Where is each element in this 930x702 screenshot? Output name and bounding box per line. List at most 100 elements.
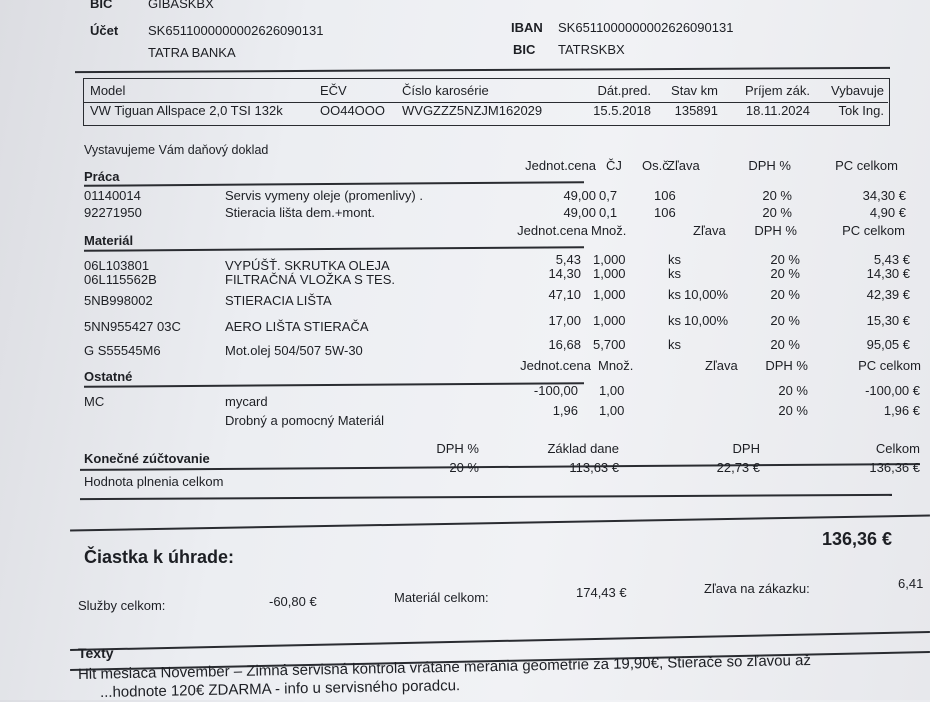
material-row-0-cell-6: 20 % [770,252,800,267]
material-row-4-cell-7: 95,05 € [866,337,910,352]
material-row-1-cell-2: 14,30 [548,266,581,281]
vehicle-value-6: Tok Ing. [838,103,884,118]
ostatne-row-0-cell-1: mycard [225,394,268,409]
divider [70,514,930,532]
praca-row-1-cell-4: 106 [654,205,676,220]
vehicle-table-divider [84,102,888,103]
vehicle-value-3: 15.5.2018 [593,103,651,118]
praca-row-0-cell-0: 01140014 [84,188,141,203]
zuctovanie-value-2: 22,73 € [716,460,760,475]
material-row-4-cell-4: ks [668,337,681,352]
ostatne-header-4: PC celkom [858,358,921,373]
material-row-3-cell-5: 10,00% [684,313,729,328]
vehicle-value-2: WVGZZZ5NZJM162029 [402,103,543,118]
divider [83,382,585,388]
praca-row-0-cell-4: 106 [654,188,676,203]
vehicle-header-1: EČV [320,83,347,98]
bic-label: BIC [90,0,113,11]
material-row-0-cell-2: 5,43 [555,252,581,267]
divider [80,493,892,501]
material-header-0: Jednot.cena [517,223,588,238]
material-row-3-cell-1: AERO LIŠTA STIERAČA [225,319,369,334]
zuctovanie-value-0: 20 % [449,460,479,475]
divider [83,181,585,187]
total-label: Čiastka k úhrade: [84,547,235,567]
bic2-value: TATRSKBX [558,42,625,57]
material-row-2-cell-4: ks [668,287,681,302]
vehicle-header-5: Príjem zák. [744,83,810,98]
praca-header-0: Jednot.cena [525,158,596,173]
sluzby-value: -60,80 € [269,594,317,609]
zuctovanie-header-3: Celkom [875,441,920,456]
ostatne-header-3: DPH % [765,358,808,373]
document-title: Vystavujeme Vám daňový doklad [84,143,269,157]
zuctovanie-header-1: Základ dane [547,441,619,456]
vehicle-header-4: Stav km [671,83,718,98]
ostatne-row-1-cell-5: 1,96 € [883,403,920,418]
praca-row-1-cell-6: 20 % [762,205,792,220]
praca-row-0-cell-1: Servis vymeny oleje (promenlivy) . [225,188,423,203]
material-row-2-cell-5: 10,00% [684,287,729,302]
zuctovanie-header-0: DPH % [436,441,479,456]
material-row-3-cell-2: 17,00 [548,313,581,328]
ostatne-title: Ostatné [84,369,133,384]
ostatne-header-0: Jednot.cena [520,358,591,373]
praca-row-1-cell-2: 49,00 [563,205,596,220]
praca-row-0-cell-2: 49,00 [563,188,596,203]
material-row-0-cell-4: ks [668,252,681,267]
ostatne-row-1-cell-1: Drobný a pomocný Materiál [225,413,384,428]
ostatne-row-1-cell-4: 20 % [778,403,808,418]
iban-value: SK6511000000002626090131 [558,20,734,35]
total-value: 136,36 € [822,529,893,549]
material-total-label: Materiál celkom: [394,590,489,605]
material-row-4-cell-1: Mot.olej 504/507 5W-30 [225,343,363,358]
material-row-2-cell-1: STIERACIA LIŠTA [225,293,332,308]
zuctovanie-header-2: DPH [732,441,760,456]
praca-row-0-cell-6: 20 % [762,188,792,203]
material-row-3-cell-4: ks [668,313,681,328]
divider [75,66,890,74]
vehicle-header-0: Model [90,83,126,98]
ucet-label: Účet [90,23,119,38]
ostatne-row-1-cell-2: 1,96 [552,403,578,418]
material-row-4-cell-0: G S55545M6 [84,343,161,358]
ostatne-row-0-cell-3: 1,00 [599,383,625,398]
praca-row-1-cell-3: 0,1 [599,205,618,220]
material-header-3: DPH % [754,223,797,238]
praca-row-0-cell-7: 34,30 € [862,188,906,203]
material-row-1-cell-1: FILTRAČNÁ VLOŽKA S TES. [225,272,396,287]
material-total-value: 174,43 € [576,585,627,600]
ostatne-row-0-cell-0: MC [84,394,105,409]
praca-header-2: Os.č. [642,158,673,173]
zuctovanie-value-3: 136,36 € [869,460,920,475]
zuctovanie-value-1: 113,63 € [569,460,619,475]
praca-header-3: Zľava [667,158,700,173]
material-row-2-cell-3: 1,000 [593,287,626,302]
material-row-1-cell-7: 14,30 € [866,266,910,281]
material-row-1-cell-6: 20 % [770,266,800,281]
iban-label: IBAN [511,20,543,35]
vehicle-header-3: Dát.pred. [597,83,651,98]
material-row-4-cell-3: 5,700 [593,337,626,352]
material-row-1-cell-3: 1,000 [593,266,626,281]
ostatne-header-1: Množ. [598,358,634,373]
ostatne-header-2: Zľava [705,358,738,373]
praca-header-5: PC celkom [835,158,898,173]
praca-row-1-cell-7: 4,90 € [869,205,906,220]
material-row-2-cell-6: 20 % [770,287,800,302]
praca-row-0-cell-3: 0,7 [599,188,618,203]
material-row-0-cell-7: 5,43 € [873,252,910,267]
material-title: Materiál [84,233,134,248]
material-row-3-cell-3: 1,000 [593,313,626,328]
material-row-3-cell-6: 20 % [770,313,800,328]
vehicle-value-0: VW Tiguan Allspace 2,0 TSI 132k [90,103,283,118]
material-header-2: Zľava [693,223,726,238]
material-row-2-cell-0: 5NB998002 [84,293,153,308]
praca-header-4: DPH % [748,158,791,173]
vehicle-header-2: Číslo karosérie [402,83,489,98]
material-row-0-cell-1: VYPÚŠŤ. SKRUTKA OLEJA [225,258,390,273]
material-row-3-cell-7: 15,30 € [866,313,910,328]
material-row-4-cell-2: 16,68 [548,337,581,352]
material-row-2-cell-7: 42,39 € [866,287,910,302]
vehicle-value-1: OO44OOO [320,103,386,118]
